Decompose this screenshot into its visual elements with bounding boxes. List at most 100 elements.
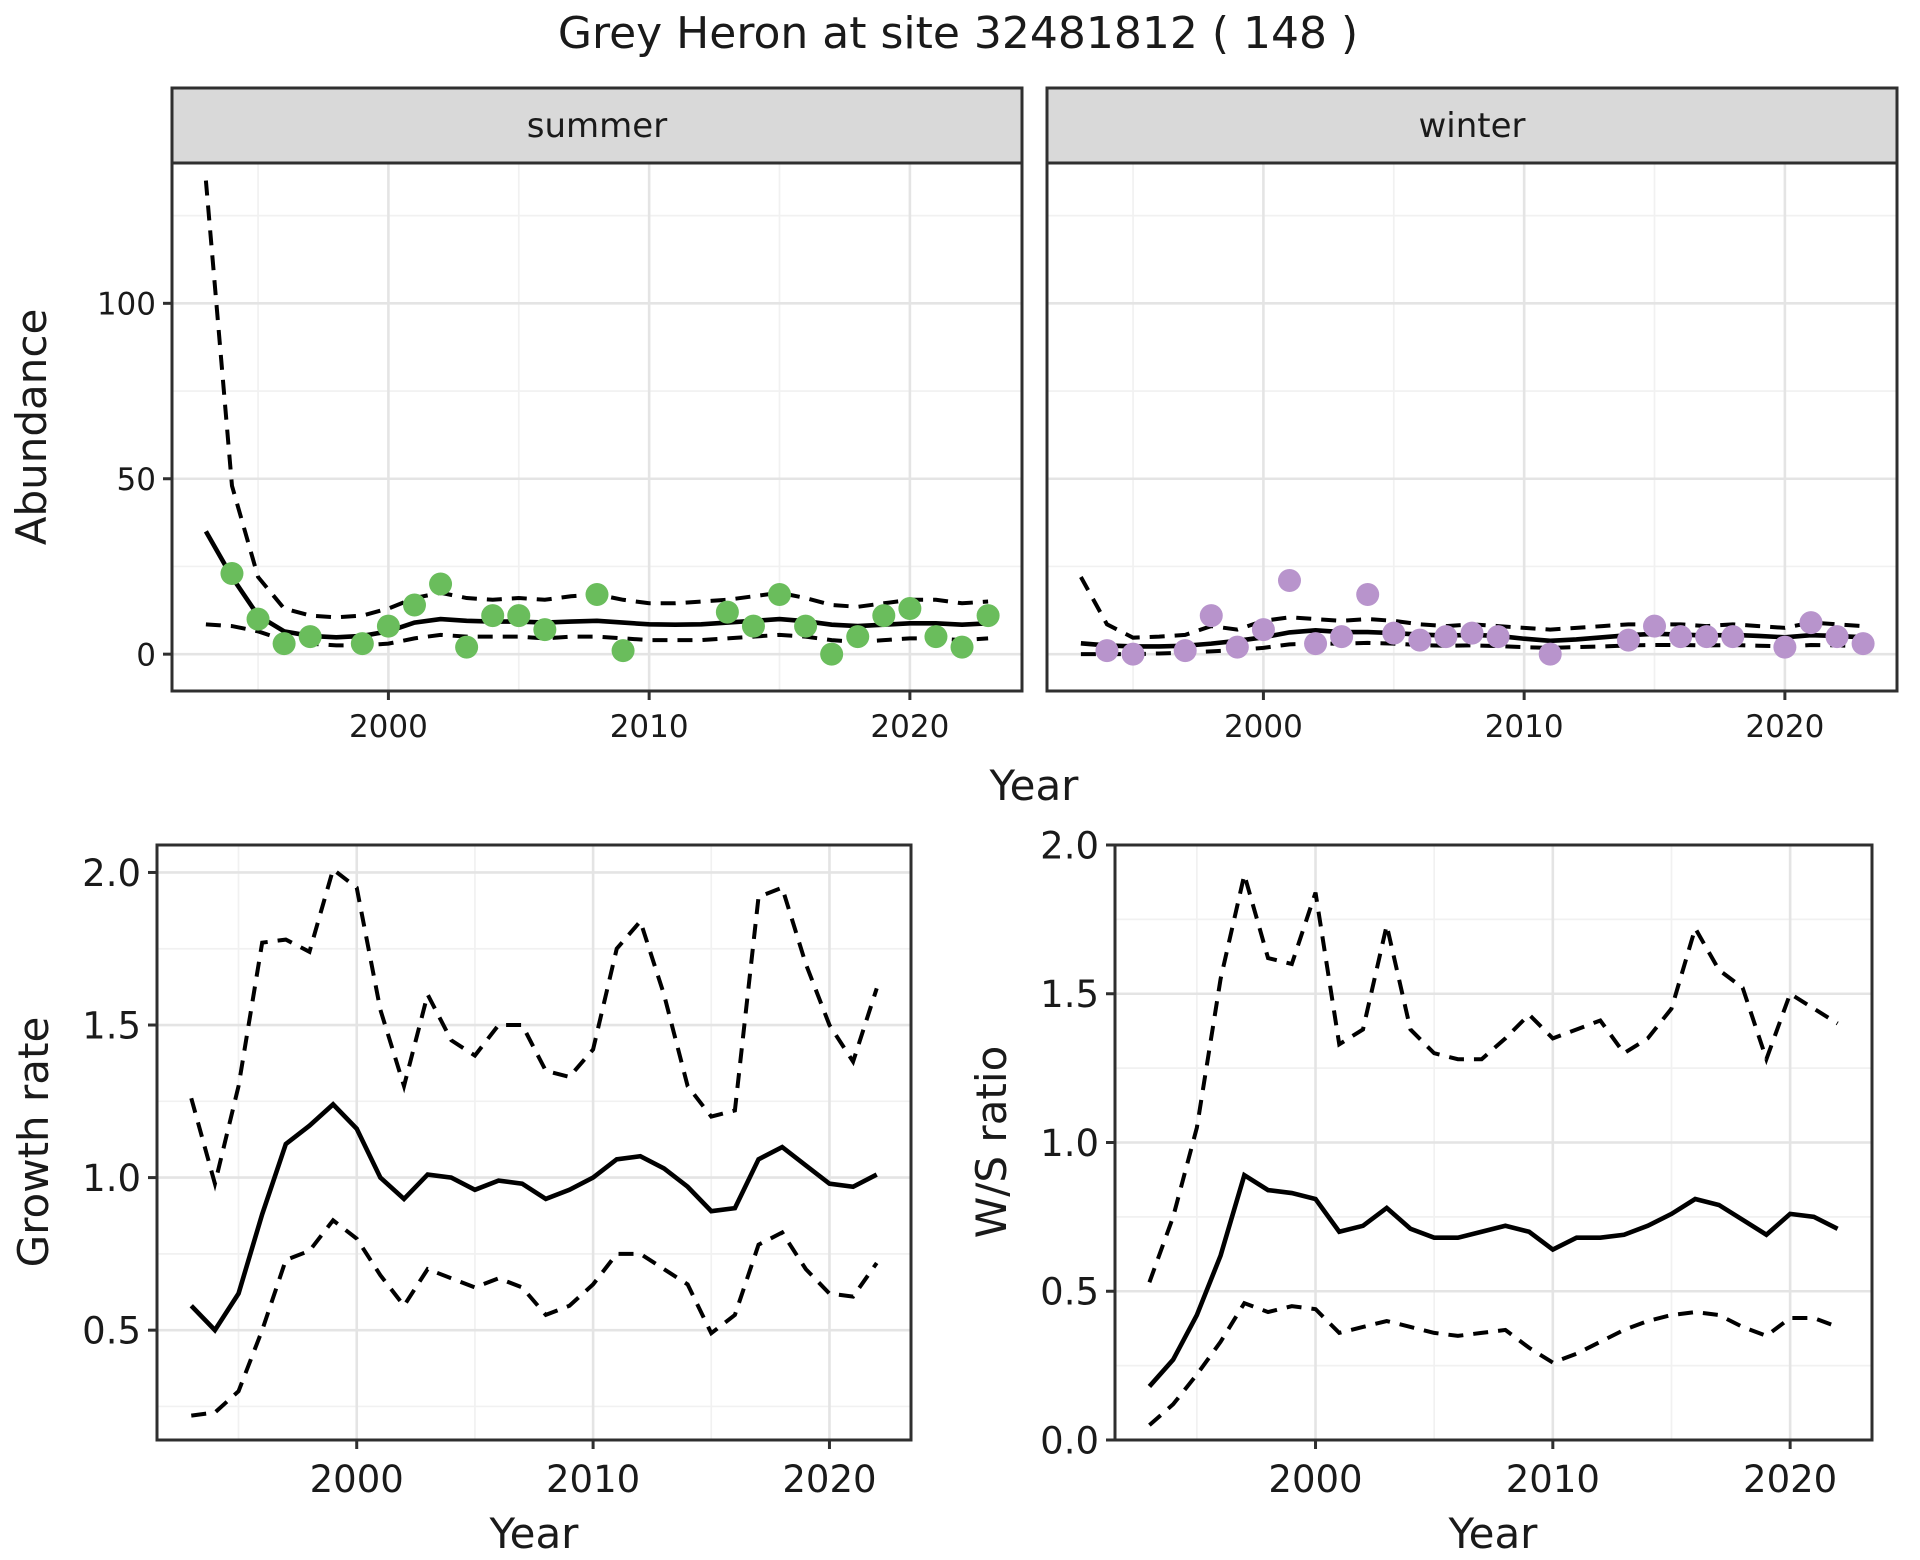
- data-point: [924, 625, 948, 649]
- data-point: [898, 597, 922, 621]
- data-point: [350, 632, 374, 656]
- chart-title: Grey Heron at site 32481812 ( 148 ): [558, 8, 1358, 59]
- y-tick-label: 0.5: [82, 1309, 141, 1352]
- y-tick-label: 50: [117, 462, 156, 498]
- top-year-axis-title: Year: [989, 761, 1080, 810]
- data-point: [1721, 625, 1745, 649]
- upper-ci-line: [1147, 874, 1839, 1284]
- data-point: [976, 604, 1000, 628]
- data-point: [1251, 618, 1275, 642]
- facet-strip-summer: [170, 86, 1024, 165]
- x-tick-label: 2010: [546, 1458, 640, 1501]
- data-point: [1330, 625, 1354, 649]
- y-tick-label: 0.5: [1040, 1271, 1099, 1314]
- data-point: [1225, 635, 1249, 659]
- facet-label-summer: summer: [527, 106, 667, 146]
- median-line: [189, 1101, 878, 1334]
- axis-ticks: 2000 2010 2020 0.0 0.5 1.0 1.5 2.0: [1040, 824, 1837, 1501]
- x-tick-label: 2010: [1485, 709, 1564, 745]
- x-tick-label: 2020: [870, 709, 949, 745]
- data-point: [272, 632, 296, 656]
- data-point: [298, 625, 322, 649]
- bottom-right-year-axis-title: Year: [1448, 1509, 1539, 1558]
- upper-ci-line: [189, 866, 879, 1192]
- data-point: [1669, 625, 1693, 649]
- growth-rate-axis-title: Growth rate: [9, 1017, 58, 1268]
- panel-growth_rate: 2000 2010 2020 0.5 1.0 1.5 2.0: [82, 843, 913, 1501]
- lower-ci-line: [191, 1217, 879, 1418]
- data-point: [1643, 614, 1667, 638]
- panel-background: [157, 845, 911, 1440]
- axis-ticks: 2000 2010 2020: [1224, 691, 1824, 745]
- data-point: [246, 607, 270, 631]
- data-point: [1173, 639, 1197, 663]
- data-point: [220, 561, 244, 585]
- data-point: [1304, 632, 1328, 656]
- abundance-axis-title: Abundance: [7, 309, 56, 546]
- y-tick-label: 0: [136, 637, 156, 673]
- data-point: [376, 614, 400, 638]
- grid-minor: [172, 163, 1022, 691]
- y-tick-label: 2.0: [1040, 824, 1099, 867]
- x-tick-label: 2000: [1224, 709, 1303, 745]
- data-point: [1825, 625, 1849, 649]
- data-point: [507, 604, 531, 628]
- data-point: [820, 642, 844, 666]
- ws-ratio-axis-title: W/S ratio: [967, 1046, 1016, 1239]
- bottom-left-year-axis-title: Year: [489, 1509, 580, 1558]
- data-point: [715, 600, 739, 624]
- data-point: [1799, 611, 1823, 635]
- data-point: [533, 618, 557, 642]
- panel-abundance_winter: 2000 2010 2020: [1045, 161, 1899, 745]
- x-tick-label: 2020: [1743, 1458, 1837, 1501]
- data-point: [1460, 621, 1484, 645]
- axis-ticks: 2000 2010 2020 0 50 100: [97, 286, 950, 745]
- data-point: [1695, 625, 1719, 649]
- data-point: [1773, 635, 1797, 659]
- data-point: [611, 639, 635, 663]
- facet-strip-winter: [1045, 86, 1899, 165]
- data-point: [1538, 642, 1562, 666]
- panel-abundance_summer: 2000 2010 2020 0 50 100: [97, 161, 1024, 745]
- observation-points: [1095, 568, 1875, 666]
- y-tick-label: 1.5: [1040, 973, 1099, 1016]
- observation-points: [220, 561, 1000, 666]
- data-point: [481, 604, 505, 628]
- y-tick-label: 2.0: [82, 852, 141, 895]
- data-point: [1382, 621, 1406, 645]
- facet-strips: summer winter: [170, 86, 1899, 165]
- panel-border: [155, 843, 913, 1442]
- x-tick-label: 2000: [349, 709, 428, 745]
- x-tick-label: 2000: [310, 1458, 404, 1501]
- data-point: [1095, 639, 1119, 663]
- y-tick-label: 0.0: [1040, 1419, 1099, 1462]
- data-point: [429, 572, 453, 596]
- panel-ws_ratio: 2000 2010 2020 0.0 0.5 1.0 1.5 2.0: [1040, 824, 1874, 1501]
- axis-ticks: 2000 2010 2020 0.5 1.0 1.5 2.0: [82, 852, 876, 1501]
- x-tick-label: 2010: [610, 709, 689, 745]
- y-tick-label: 1.0: [1040, 1122, 1099, 1165]
- y-tick-label: 1.0: [82, 1157, 141, 1200]
- data-point: [1851, 632, 1875, 656]
- x-tick-label: 2010: [1506, 1458, 1600, 1501]
- data-point: [1277, 568, 1301, 592]
- panel-border: [170, 161, 1024, 693]
- x-tick-label: 2020: [782, 1458, 876, 1501]
- grid-major: [157, 845, 911, 1440]
- data-point: [950, 635, 974, 659]
- panel-border: [1045, 161, 1899, 693]
- data-point: [1408, 628, 1432, 652]
- data-point: [402, 593, 426, 617]
- facet-label-winter: winter: [1418, 106, 1525, 146]
- data-point: [1616, 628, 1640, 652]
- median-line: [1147, 1171, 1839, 1388]
- data-point: [741, 614, 765, 638]
- data-point: [455, 635, 479, 659]
- data-point: [794, 614, 818, 638]
- x-tick-label: 2000: [1268, 1458, 1362, 1501]
- data-point: [872, 604, 896, 628]
- data-point: [585, 583, 609, 607]
